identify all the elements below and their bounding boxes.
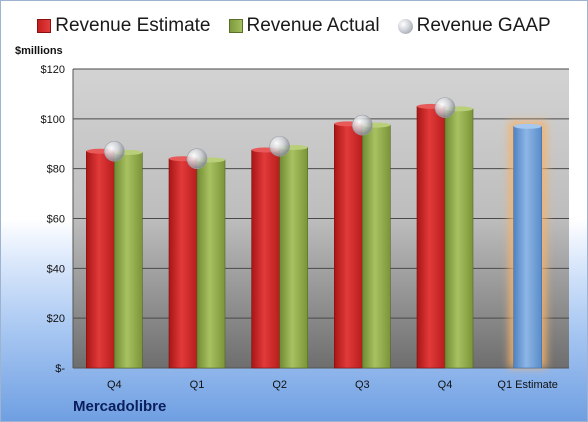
legend-item-actual: Revenue Actual xyxy=(228,15,380,37)
x-tick-label: Q4 xyxy=(107,379,122,391)
marker-revenue-gaap xyxy=(269,135,290,157)
y-axis-unit-label: $millions xyxy=(15,45,63,57)
marker-revenue-gaap xyxy=(104,140,125,162)
bar-revenue-estimate xyxy=(416,106,446,369)
bar-top-revenue-projection xyxy=(513,123,542,129)
bar-revenue-actual xyxy=(444,108,474,369)
legend-item-estimate: Revenue Estimate xyxy=(37,15,211,37)
legend-label-estimate: Revenue Estimate xyxy=(55,15,211,36)
bar-revenue-estimate xyxy=(168,158,198,369)
bar-revenue-projection xyxy=(513,126,542,369)
y-tick-label: $- xyxy=(55,363,65,375)
y-tick-label: $80 xyxy=(47,164,65,176)
chart-legend: Revenue Estimate Revenue Actual Revenue … xyxy=(1,15,587,37)
legend-swatch-actual xyxy=(228,19,243,33)
marker-revenue-gaap xyxy=(186,148,208,169)
x-tick-label: Q4 xyxy=(438,379,453,391)
bar-revenue-actual xyxy=(114,152,143,369)
legend-label-gaap: Revenue GAAP xyxy=(416,15,551,36)
y-tick-label: $60 xyxy=(47,214,65,226)
y-tick-label: $100 xyxy=(41,114,65,126)
bar-revenue-actual xyxy=(279,147,308,369)
legend-swatch-estimate xyxy=(37,19,52,33)
y-tick-label: $120 xyxy=(41,64,65,76)
marker-revenue-gaap xyxy=(434,97,456,118)
bar-revenue-actual xyxy=(362,124,391,369)
bar-revenue-estimate xyxy=(251,149,280,369)
x-tick-label: Q2 xyxy=(272,379,287,391)
x-tick-label: Q3 xyxy=(355,379,370,391)
bar-revenue-actual xyxy=(196,159,226,369)
legend-item-gaap: Revenue GAAP xyxy=(397,15,551,37)
y-tick-label: $20 xyxy=(47,313,65,325)
legend-swatch-gaap xyxy=(397,18,413,34)
legend-label-actual: Revenue Actual xyxy=(246,15,380,36)
y-tick-label: $40 xyxy=(47,263,65,275)
x-tick-label: Q1 Estimate xyxy=(497,379,558,391)
bar-revenue-estimate xyxy=(334,123,363,369)
bar-revenue-estimate xyxy=(86,150,115,369)
company-name: Mercadolibre xyxy=(73,398,167,415)
x-tick-label: Q1 xyxy=(190,379,205,391)
marker-revenue-gaap xyxy=(352,114,373,136)
